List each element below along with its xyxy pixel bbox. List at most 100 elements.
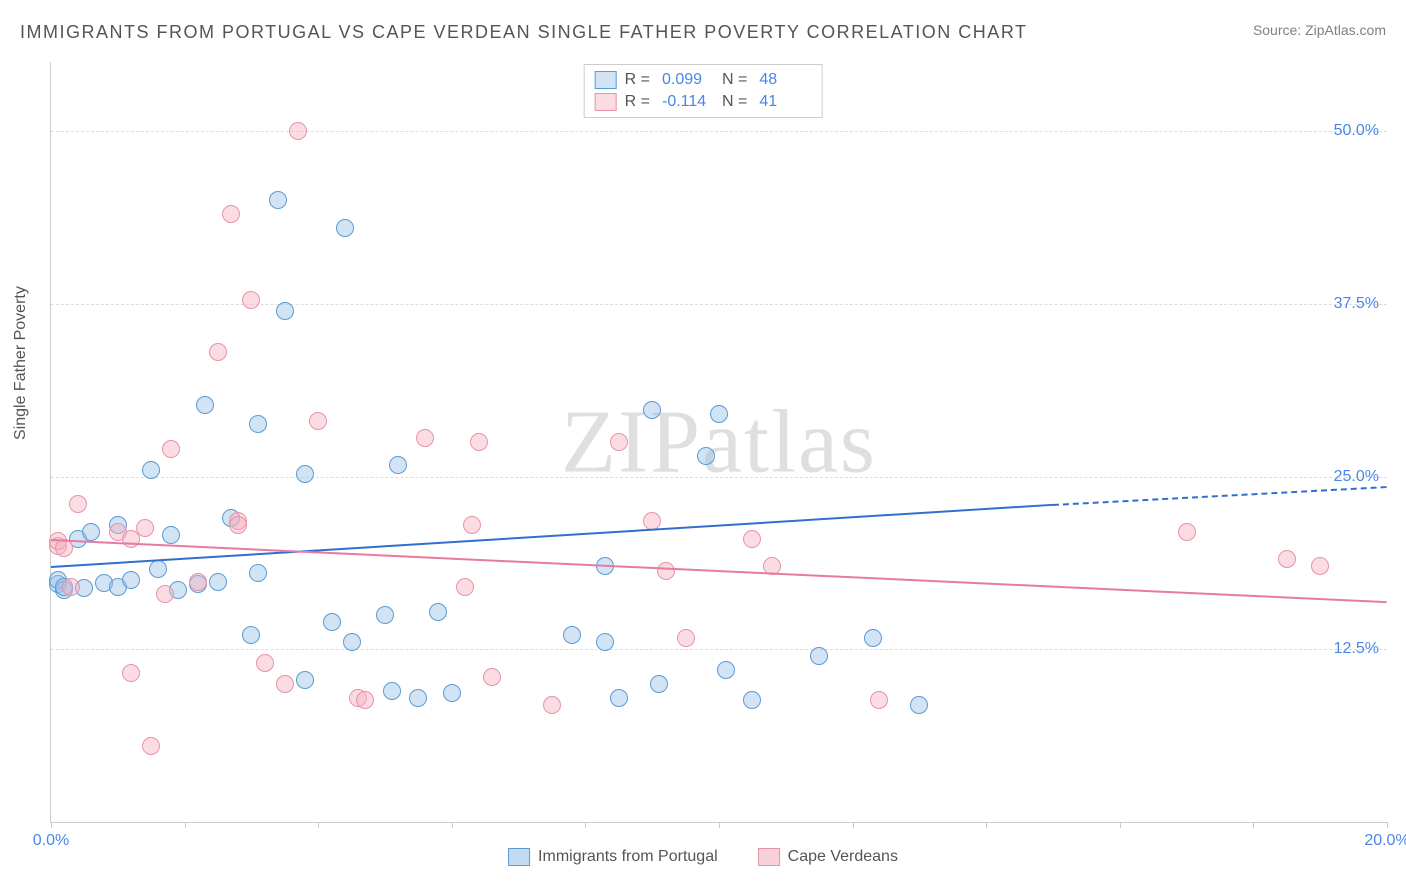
scatter-point xyxy=(563,626,581,644)
scatter-point xyxy=(189,573,207,591)
scatter-point xyxy=(383,682,401,700)
scatter-point xyxy=(483,668,501,686)
scatter-point xyxy=(82,523,100,541)
scatter-point xyxy=(276,675,294,693)
legend-swatch xyxy=(595,71,617,89)
x-tick xyxy=(318,822,319,828)
scatter-point xyxy=(910,696,928,714)
scatter-point xyxy=(470,433,488,451)
scatter-point xyxy=(389,456,407,474)
legend-row: R = -0.114 N = 41 xyxy=(595,91,812,113)
scatter-point xyxy=(249,564,267,582)
legend-n-prefix: N = xyxy=(722,93,747,111)
y-tick-label: 50.0% xyxy=(1334,122,1379,140)
legend-item: Cape Verdeans xyxy=(758,848,898,866)
legend-r-prefix: R = xyxy=(625,93,650,111)
scatter-point xyxy=(743,691,761,709)
x-tick xyxy=(452,822,453,828)
scatter-point xyxy=(222,205,240,223)
scatter-point xyxy=(269,191,287,209)
gridline xyxy=(51,649,1387,650)
x-tick-label: 20.0% xyxy=(1364,832,1406,850)
x-tick xyxy=(1387,822,1388,828)
scatter-point xyxy=(196,396,214,414)
x-tick xyxy=(719,822,720,828)
source-attribution: Source: ZipAtlas.com xyxy=(1253,22,1386,38)
legend-n-prefix: N = xyxy=(722,71,747,89)
x-tick xyxy=(986,822,987,828)
scatter-point xyxy=(376,606,394,624)
scatter-point xyxy=(242,291,260,309)
scatter-point xyxy=(610,433,628,451)
y-axis-label: Single Father Poverty xyxy=(12,286,30,440)
scatter-point xyxy=(1178,523,1196,541)
scatter-point xyxy=(710,405,728,423)
x-tick xyxy=(1253,822,1254,828)
scatter-point xyxy=(343,633,361,651)
scatter-point xyxy=(209,343,227,361)
legend-label: Immigrants from Portugal xyxy=(538,848,718,866)
scatter-point xyxy=(677,629,695,647)
scatter-point xyxy=(416,429,434,447)
scatter-point xyxy=(463,516,481,534)
x-tick xyxy=(1120,822,1121,828)
scatter-point xyxy=(743,530,761,548)
scatter-point xyxy=(336,219,354,237)
plot-area: ZIPatlas 12.5%25.0%37.5%50.0%0.0%20.0% xyxy=(50,62,1387,823)
y-tick-label: 25.0% xyxy=(1334,468,1379,486)
scatter-point xyxy=(209,573,227,591)
scatter-point xyxy=(142,737,160,755)
scatter-point xyxy=(296,671,314,689)
scatter-point xyxy=(1311,557,1329,575)
scatter-point xyxy=(870,691,888,709)
scatter-point xyxy=(142,461,160,479)
y-tick-label: 37.5% xyxy=(1334,295,1379,313)
y-tick-label: 12.5% xyxy=(1334,640,1379,658)
legend-swatch xyxy=(508,848,530,866)
scatter-point xyxy=(296,465,314,483)
scatter-point xyxy=(1278,550,1296,568)
scatter-point xyxy=(289,122,307,140)
scatter-point xyxy=(309,412,327,430)
scatter-point xyxy=(356,691,374,709)
gridline xyxy=(51,477,1387,478)
scatter-point xyxy=(443,684,461,702)
scatter-point xyxy=(643,401,661,419)
scatter-point xyxy=(122,664,140,682)
scatter-point xyxy=(62,578,80,596)
scatter-point xyxy=(810,647,828,665)
scatter-point xyxy=(162,526,180,544)
scatter-point xyxy=(276,302,294,320)
legend-swatch xyxy=(758,848,780,866)
scatter-point xyxy=(229,516,247,534)
scatter-point xyxy=(242,626,260,644)
legend-label: Cape Verdeans xyxy=(788,848,898,866)
legend-n-value: 41 xyxy=(759,93,811,111)
scatter-point xyxy=(136,519,154,537)
legend-n-value: 48 xyxy=(759,71,811,89)
scatter-point xyxy=(409,689,427,707)
scatter-point xyxy=(429,603,447,621)
correlation-legend: R = 0.099 N = 48 R = -0.114 N = 41 xyxy=(584,64,823,118)
legend-r-value: -0.114 xyxy=(662,93,714,111)
scatter-point xyxy=(650,675,668,693)
x-tick xyxy=(51,822,52,828)
scatter-point xyxy=(249,415,267,433)
scatter-point xyxy=(864,629,882,647)
legend-row: R = 0.099 N = 48 xyxy=(595,69,812,91)
scatter-point xyxy=(657,562,675,580)
scatter-point xyxy=(149,560,167,578)
scatter-point xyxy=(697,447,715,465)
scatter-point xyxy=(256,654,274,672)
trend-line xyxy=(1053,486,1387,506)
scatter-point xyxy=(162,440,180,458)
x-tick xyxy=(853,822,854,828)
trend-line xyxy=(51,504,1053,568)
scatter-point xyxy=(717,661,735,679)
scatter-point xyxy=(122,571,140,589)
legend-r-prefix: R = xyxy=(625,71,650,89)
scatter-point xyxy=(543,696,561,714)
legend-r-value: 0.099 xyxy=(662,71,714,89)
scatter-point xyxy=(643,512,661,530)
scatter-point xyxy=(323,613,341,631)
